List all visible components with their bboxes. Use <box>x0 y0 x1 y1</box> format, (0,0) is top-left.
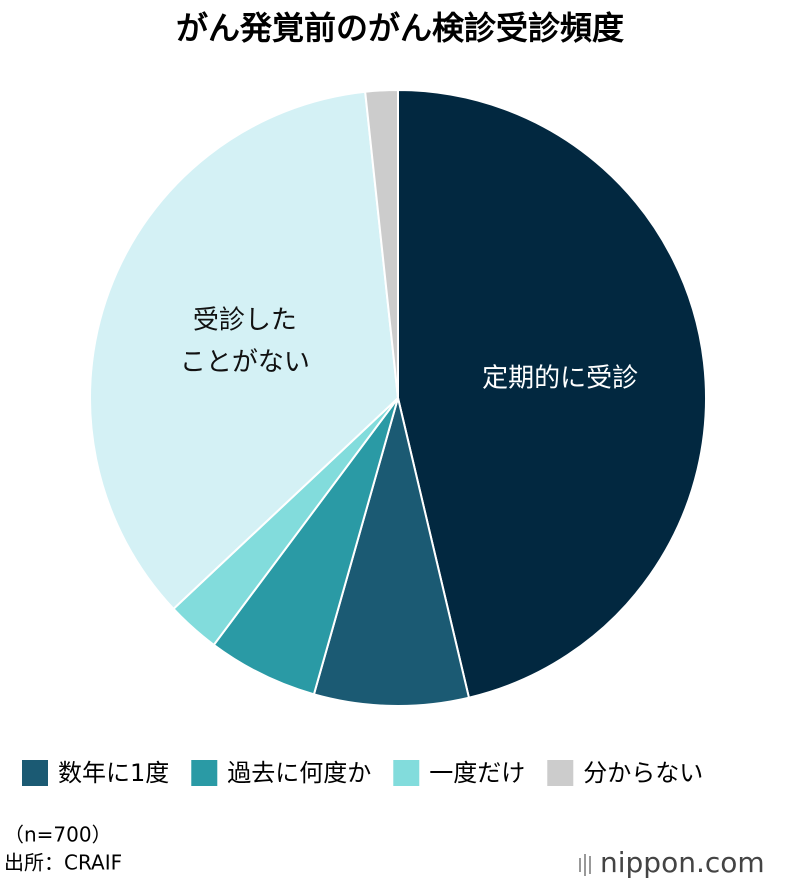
pie-slice <box>89 90 400 611</box>
pie-slice <box>364 88 399 399</box>
legend-label: 一度だけ <box>429 759 525 787</box>
legend-swatch <box>191 760 218 786</box>
legend-swatch <box>393 760 420 786</box>
pie-slice <box>397 88 707 699</box>
slice-label: 受診したことがない <box>180 305 310 377</box>
legend-swatch <box>22 760 48 786</box>
logo: nippon.com <box>600 846 765 879</box>
legend-swatch <box>547 760 574 786</box>
pie-slice <box>312 394 471 707</box>
legend-label: 過去に何度か <box>227 759 371 787</box>
chart-title: がん発覚前のがん検診受診頻度 <box>176 9 624 47</box>
legend-label: 数年に1度 <box>58 759 169 787</box>
logo-mark <box>579 854 591 876</box>
legend-label: 分からない <box>583 759 703 787</box>
note: （n=700） <box>4 823 112 847</box>
source: 出所：CRAIF <box>4 851 122 875</box>
slice-label: 定期的に受診 <box>482 364 638 394</box>
